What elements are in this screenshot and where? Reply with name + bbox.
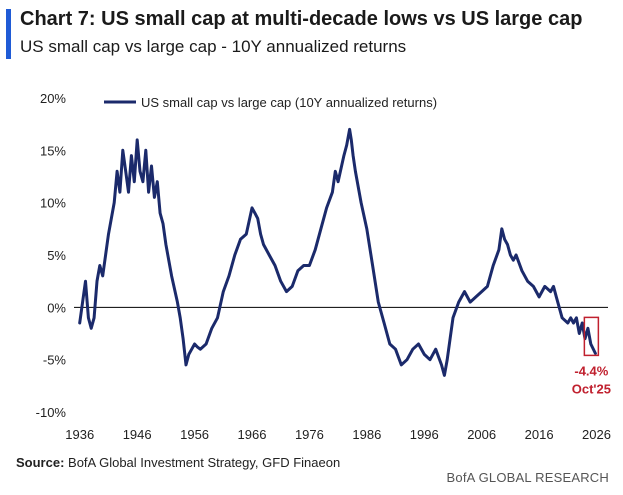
x-tick-label: 1976 (295, 427, 324, 442)
x-tick-label: 1946 (123, 427, 152, 442)
x-tick-label: 1936 (65, 427, 94, 442)
source-note: Source: BofA Global Investment Strategy,… (16, 455, 340, 470)
annotation-box (583, 316, 600, 357)
x-tick-label: 1986 (352, 427, 381, 442)
y-axis-ticks: 20% 15% 10% 5% 0% -5% -10% (36, 91, 67, 420)
y-tick-label: 20% (40, 91, 66, 106)
y-tick-label: 0% (47, 300, 66, 315)
annotation-layer: -4.4% Oct'25 (572, 316, 611, 396)
brand-logo-text: BofA GLOBAL RESEARCH (446, 470, 609, 485)
chart-subtitle: US small cap vs large cap - 10Y annualiz… (20, 37, 407, 56)
x-tick-label: 1956 (180, 427, 209, 442)
y-tick-label: -10% (36, 405, 67, 420)
legend-label: US small cap vs large cap (10Y annualize… (141, 95, 437, 110)
x-tick-label: 2026 (582, 427, 611, 442)
series-layer (78, 127, 597, 377)
x-tick-label: 1996 (410, 427, 439, 442)
x-axis-ticks: 1936 1946 1956 1966 1976 1986 1996 2006 2016 2026 (65, 427, 611, 442)
chart-title: Chart 7: US small cap at multi-decade lo… (20, 8, 583, 30)
x-tick-label: 1966 (238, 427, 267, 442)
annotation-date-label: Oct'25 (572, 381, 611, 396)
y-tick-label: -5% (43, 353, 67, 368)
title-accent-bar (6, 9, 11, 59)
source-label: Source: (16, 455, 65, 470)
source-text: BofA Global Investment Strategy, GFD Fin… (64, 455, 341, 470)
legend: US small cap vs large cap (10Y annualize… (104, 95, 437, 110)
y-tick-label: 15% (40, 143, 66, 158)
annotation-value-label: -4.4% (574, 363, 608, 378)
series-line (78, 127, 597, 377)
y-tick-label: 5% (47, 248, 66, 263)
x-tick-label: 2006 (467, 427, 496, 442)
x-tick-label: 2016 (525, 427, 554, 442)
y-tick-label: 10% (40, 196, 66, 211)
